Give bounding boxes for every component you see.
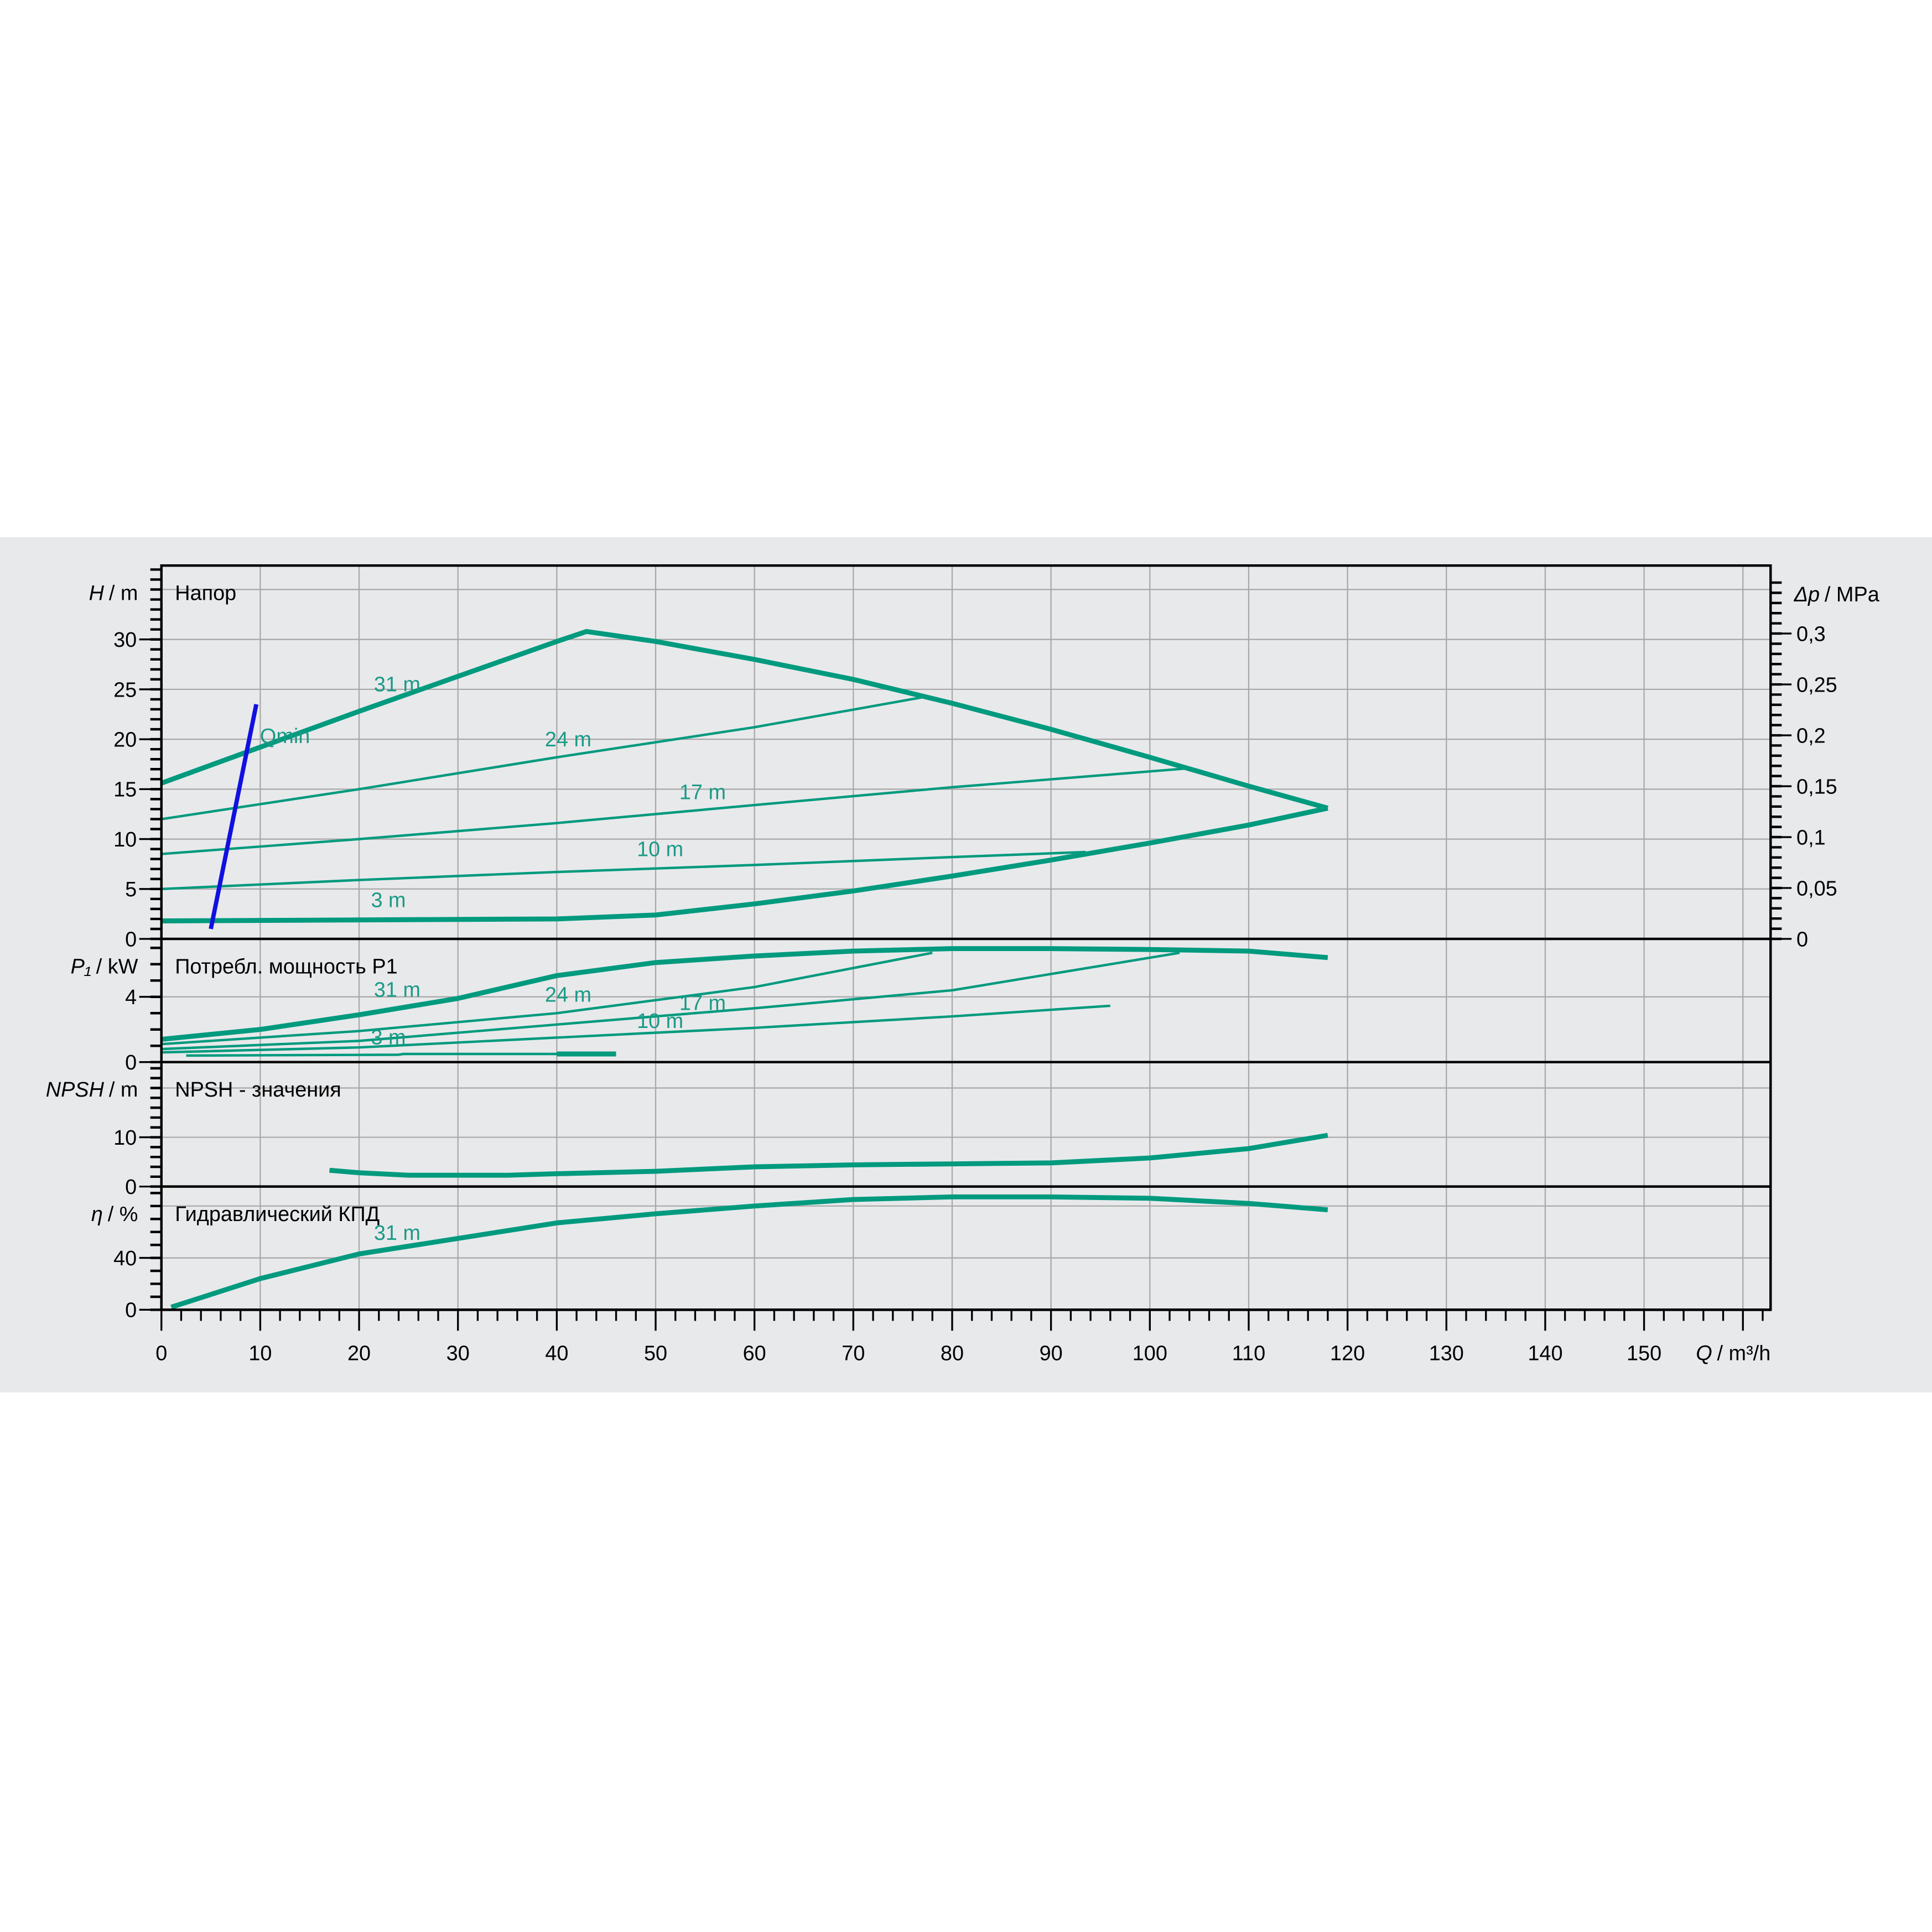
y-tick-label: 0 (125, 1299, 137, 1322)
y-axis-symbol: NPSH (46, 1078, 105, 1102)
y-tick-label: 20 (113, 729, 137, 752)
curves (160, 629, 1329, 1310)
x-tick-label: 120 (1330, 1342, 1365, 1365)
y-axis-label: η / % (91, 1203, 138, 1226)
x-tick-label: 140 (1528, 1342, 1562, 1365)
curve-label: 3 m (371, 889, 406, 912)
x-tick-label: 90 (1040, 1342, 1063, 1365)
x-tick-label: 110 (1232, 1342, 1265, 1365)
curve-31-m (329, 1133, 1328, 1178)
y-axis-label: P₁ / kW (71, 955, 138, 978)
right-axis-unit: / MPa (1825, 583, 1880, 606)
curve-10-m (161, 850, 1086, 891)
y-tick-label: 10 (113, 828, 137, 851)
x-tick-label: 20 (347, 1342, 371, 1365)
curve-label: 31 m (374, 979, 420, 1002)
curve-10-m (161, 1004, 1110, 1054)
curve-label: 10 m (637, 1010, 683, 1033)
curve-label: 3 m (371, 1026, 406, 1049)
y-tick-label: 25 (113, 678, 137, 702)
y-axis-label: H / m (89, 582, 138, 605)
y-tick-label: 40 (113, 1247, 137, 1270)
y-axis-symbol: H (89, 582, 105, 605)
x-axis-symbol: Q (1696, 1342, 1712, 1365)
curve-17-m (161, 951, 1180, 1051)
y-axis-unit: / kW (96, 955, 138, 978)
x-tick-label: 100 (1133, 1342, 1167, 1365)
right-tick-label: 0,3 (1796, 622, 1826, 646)
right-tick-label: 0,2 (1796, 724, 1826, 747)
panel-title: Потребл. мощность P1 (175, 955, 397, 978)
curve-17-m (161, 767, 1190, 855)
x-axis-label: Q / m³/h (1696, 1342, 1770, 1365)
curve-label: 31 m (374, 1222, 420, 1245)
panel-title: Гидравлический КПД (175, 1203, 380, 1226)
x-tick-label: 60 (743, 1342, 766, 1365)
curve-label: 10 m (637, 838, 683, 861)
y-axis-symbol: P₁ (71, 955, 91, 978)
y-tick-label: 0 (125, 1051, 137, 1074)
x-tick-label: 70 (842, 1342, 865, 1365)
qmin-label: Qmin (260, 725, 310, 748)
x-axis-unit: / m³/h (1717, 1342, 1771, 1365)
y-tick-label: 5 (125, 878, 137, 901)
x-tick-label: 150 (1627, 1342, 1661, 1365)
curve-24-m (161, 696, 923, 820)
curve-label: 17 m (679, 781, 726, 804)
x-tick-label: 130 (1429, 1342, 1464, 1365)
y-tick-label: 4 (125, 986, 137, 1009)
right-tick-label: 0,15 (1796, 775, 1837, 798)
curve-label: 17 m (679, 991, 726, 1015)
curve-3-m (186, 1052, 557, 1057)
chart-background (0, 537, 1932, 1393)
y-tick-label: 0 (125, 928, 137, 951)
qmin-line (209, 704, 259, 929)
curve-3-m (161, 806, 1328, 923)
right-tick-label: 0,05 (1796, 877, 1837, 900)
y-axis-unit: / m (109, 582, 138, 605)
curve-label: 24 m (545, 728, 591, 751)
curve-label: 31 m (374, 673, 420, 697)
curve-label: 24 m (545, 984, 591, 1007)
x-tick-label: 50 (644, 1342, 667, 1365)
curve-31-m (160, 629, 1329, 811)
panel-title: NPSH - значения (175, 1078, 341, 1102)
y-axis-symbol: η (91, 1203, 103, 1226)
x-tick-label: 80 (941, 1342, 964, 1365)
x-tick-label: 40 (545, 1342, 568, 1365)
axes (139, 564, 1792, 1331)
x-tick-label: 0 (155, 1342, 167, 1365)
y-tick-label: 15 (113, 778, 137, 802)
curve-31-m (161, 946, 1328, 1042)
y-tick-label: 10 (113, 1126, 137, 1150)
y-tick-label: 0 (125, 1176, 137, 1199)
plot-frame (160, 564, 1772, 1311)
curve-24-m (161, 951, 933, 1046)
y-axis-label: NPSH / m (46, 1078, 138, 1102)
y-axis-unit: / m (109, 1078, 138, 1102)
right-axis-symbol: Δp (1794, 583, 1820, 606)
panel-title: Напор (175, 582, 236, 605)
curve-31-m (170, 1194, 1328, 1310)
y-axis-unit: / % (108, 1203, 138, 1226)
y-tick-label: 30 (113, 629, 137, 652)
right-tick-label: 0,1 (1796, 826, 1826, 849)
x-tick-label: 10 (248, 1342, 272, 1365)
right-axis-label: Δp / MPa (1794, 583, 1880, 606)
x-tick-label: 30 (446, 1342, 470, 1365)
right-tick-label: 0,25 (1796, 673, 1837, 697)
right-tick-label: 0 (1796, 928, 1808, 951)
